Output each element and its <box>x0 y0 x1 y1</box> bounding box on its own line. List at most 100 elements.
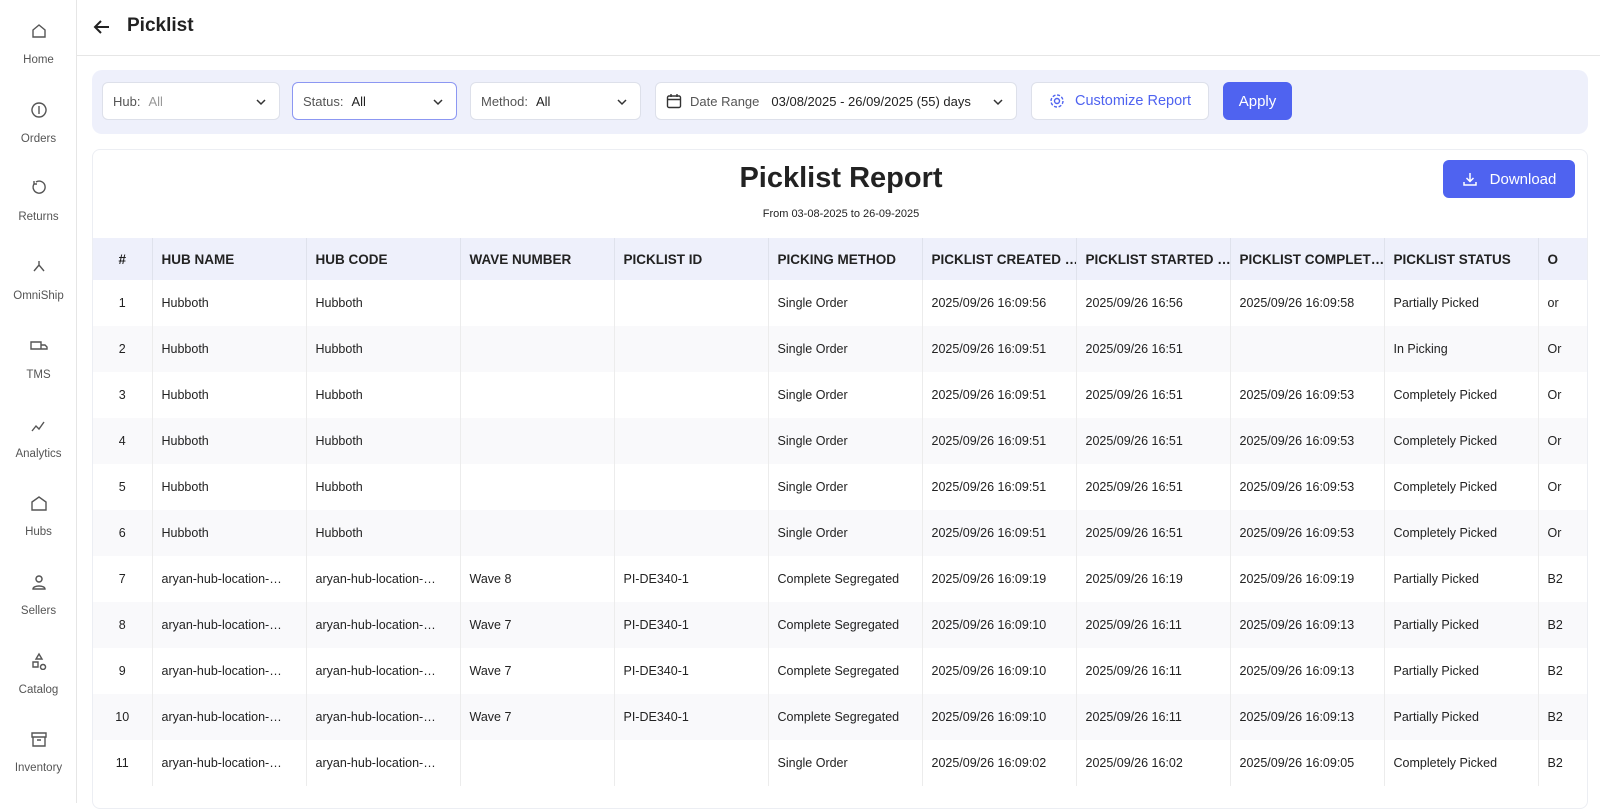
nav-icon <box>31 180 46 195</box>
table-cell: 2025/09/26 16:09:53 <box>1230 510 1385 556</box>
label: Customize Report <box>1074 93 1192 109</box>
nav-icon <box>31 652 46 670</box>
nav-label: Hubs <box>25 526 52 539</box>
icon-shape <box>31 652 46 670</box>
table-row[interactable]: 5 Hubboth Hubboth Single Order 2025/09/26 16… <box>93 464 1587 510</box>
table-cell: 2025/09/26 16:11 <box>1076 602 1231 648</box>
table-cell: B2 <box>1538 648 1587 694</box>
table-cell: 2025/09/26 16:09:10 <box>922 602 1077 648</box>
table-cell: Wave 7 <box>460 694 615 740</box>
table-cell: aryan-hub-location-… <box>306 648 461 694</box>
table-cell <box>460 326 615 372</box>
table-row[interactable]: 2 Hubboth Hubboth Single Order 2025/09/26 16… <box>93 326 1587 372</box>
value: All <box>535 93 551 109</box>
table-cell: 7 <box>93 556 153 602</box>
nav-item[interactable]: Home <box>0 22 77 66</box>
table-cell: Hubboth <box>306 418 461 464</box>
label: Hub: <box>113 93 141 109</box>
table-cell <box>460 740 615 786</box>
table-cell: 2025/09/26 16:09:51 <box>922 372 1077 418</box>
table-cell: 1 <box>93 280 153 326</box>
method-filter[interactable]: Method: All <box>470 82 641 120</box>
table-cell: Or <box>1538 418 1587 464</box>
table-cell <box>460 510 615 556</box>
icon-shape <box>30 732 47 747</box>
table-row[interactable]: 7 aryan-hub-location-… aryan-hub-location-… <box>93 556 1587 602</box>
table-cell: Hubboth <box>306 326 461 372</box>
nav-label: Orders <box>20 132 57 145</box>
table-row[interactable]: 9 aryan-hub-location-… aryan-hub-location-… <box>93 648 1587 694</box>
nav-icon <box>30 101 47 118</box>
filter-bar: Hub: All Status: All Method: All Date Range… <box>92 70 1588 134</box>
nav-item[interactable]: TMS <box>0 337 77 381</box>
table-row[interactable]: 1 Hubboth Hubboth Single Order 2025/09/26 16… <box>93 280 1587 326</box>
hub-filter[interactable]: Hub: All <box>102 82 280 120</box>
table-cell: aryan-hub-location-… <box>152 648 307 694</box>
download-button[interactable]: Download <box>1443 160 1575 198</box>
nav-label: Home <box>23 54 54 66</box>
nav-label: Analytics <box>15 447 62 460</box>
table-cell: Wave 7 <box>460 648 615 694</box>
table-row[interactable]: 3 Hubboth Hubboth Single Order 2025/09/26 16… <box>93 372 1587 418</box>
table-cell: 2025/09/26 16:09:53 <box>1230 464 1385 510</box>
table-cell: 6 <box>93 510 153 556</box>
apply-button[interactable]: Apply <box>1223 82 1292 120</box>
nav-item[interactable]: OmniShip <box>0 258 77 302</box>
column-header: HUB NAME <box>152 238 307 280</box>
table-cell: B2 <box>1538 556 1587 602</box>
table-cell: Single Order <box>768 510 923 556</box>
table-cell: 5 <box>93 464 153 510</box>
value: 03/08/2025 - 26/09/2025 (55) days <box>771 93 971 109</box>
table-cell: 2025/09/26 16:02 <box>1076 740 1231 786</box>
icon-shape <box>32 261 45 272</box>
table-row[interactable]: 4 Hubboth Hubboth Single Order 2025/09/26 16… <box>93 418 1587 464</box>
table-row[interactable]: 11 aryan-hub-location-… aryan-hub-location… <box>93 740 1587 786</box>
back-arrow[interactable] <box>93 18 111 36</box>
table-cell: Wave 7 <box>460 602 615 648</box>
table-cell <box>614 740 769 786</box>
column-header: PICKING METHOD <box>768 238 923 280</box>
icon-shape <box>30 421 45 431</box>
table-cell <box>460 464 615 510</box>
table-cell: B2 <box>1538 694 1587 740</box>
table-row[interactable]: 6 Hubboth Hubboth Single Order 2025/09/26 16… <box>93 510 1587 556</box>
table-cell: 2025/09/26 16:09:13 <box>1230 648 1385 694</box>
table-cell: aryan-hub-location-… <box>152 740 307 786</box>
table-cell: Hubboth <box>306 464 461 510</box>
table-row[interactable]: 10 aryan-hub-location-… aryan-hub-location… <box>93 694 1587 740</box>
nav-item[interactable]: Orders <box>0 101 77 145</box>
nav-item[interactable]: Analytics <box>0 416 77 460</box>
nav-icon <box>31 575 46 590</box>
table-cell: Partially Picked <box>1384 280 1539 326</box>
nav-item[interactable]: Hubs <box>0 494 77 538</box>
nav-item[interactable]: Returns <box>0 179 77 223</box>
icon-shape <box>31 24 46 38</box>
table-cell: 2025/09/26 16:09:56 <box>922 280 1077 326</box>
table-cell <box>614 464 769 510</box>
status-filter[interactable]: Status: All <box>292 82 457 120</box>
table-cell: 2025/09/26 16:51 <box>1076 326 1231 372</box>
nav-label: Inventory <box>14 762 63 775</box>
table-cell: Single Order <box>768 418 923 464</box>
table-cell: or <box>1538 280 1587 326</box>
table-cell: In Picking <box>1384 326 1539 372</box>
nav-item[interactable]: Inventory <box>0 730 77 774</box>
table-cell: PI-DE340-1 <box>614 648 769 694</box>
sidebar: Home Orders Returns OmniShip TMS Analytics Hub… <box>0 0 77 803</box>
table-cell <box>614 418 769 464</box>
table-row[interactable]: 8 aryan-hub-location-… aryan-hub-location-… <box>93 602 1587 648</box>
nav-item[interactable]: Sellers <box>0 573 77 617</box>
table-cell <box>614 510 769 556</box>
table-cell: 2025/09/26 16:19 <box>1076 556 1231 602</box>
table-cell: Single Order <box>768 326 923 372</box>
nav-item[interactable]: Catalog <box>0 652 77 696</box>
date-range-filter[interactable]: Date Range 03/08/2025 - 26/09/2025 (55) d… <box>655 82 1017 120</box>
label: Date Range <box>690 93 760 109</box>
customize-button[interactable]: Customize Report <box>1031 82 1209 120</box>
table-cell: Partially Picked <box>1384 694 1539 740</box>
table-cell: Hubboth <box>306 372 461 418</box>
table-cell: PI-DE340-1 <box>614 556 769 602</box>
table-cell: Completely Picked <box>1384 418 1539 464</box>
nav-label: Catalog <box>18 683 59 696</box>
